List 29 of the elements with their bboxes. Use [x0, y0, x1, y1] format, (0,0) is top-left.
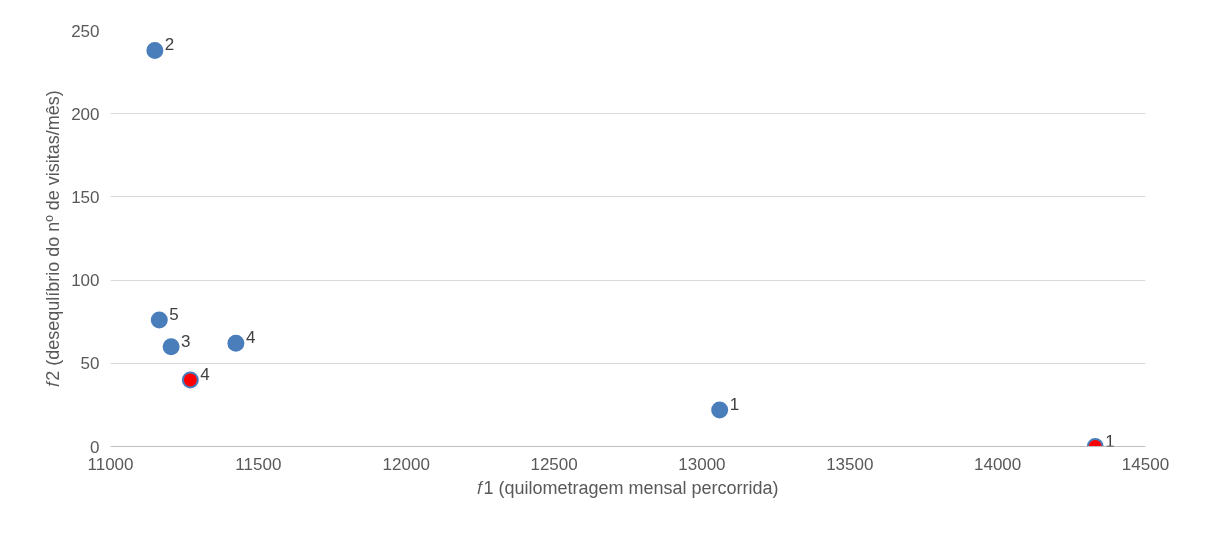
x-tick-label: 13000: [678, 454, 726, 474]
annotation: 3: [181, 331, 191, 351]
y-tick-label: 100: [71, 271, 100, 291]
y-tick-label: 0: [90, 437, 100, 457]
point: [146, 41, 164, 59]
y-tick-label: 150: [71, 187, 100, 207]
point: [181, 371, 199, 389]
x-tick-label: 14500: [1121, 454, 1170, 474]
x-tick-label: 11000: [87, 454, 134, 474]
x-tick-label: 14000: [974, 454, 1022, 474]
point: [711, 401, 729, 419]
y-tick-label: 250: [71, 21, 100, 41]
annotation: 2: [164, 35, 175, 55]
point: [162, 338, 180, 356]
x-tick-label: 13500: [826, 454, 874, 474]
annotation: 4: [245, 328, 256, 348]
x-tick-label: 11500: [235, 454, 282, 474]
annotation: 5: [169, 305, 179, 325]
x-axis-title: 𝑓1 (quilometragem mensal percorrida): [477, 477, 779, 498]
y-tick-label: 50: [80, 354, 100, 374]
annotation: 1: [1105, 431, 1115, 451]
point: [150, 311, 168, 329]
y-axis-title: 𝑓2 (desequlíbrio do nº de visitas/mês): [43, 90, 64, 387]
annotation: 1: [729, 394, 740, 414]
y-tick-label: 200: [71, 104, 100, 124]
x-tick-label: 12500: [530, 454, 578, 474]
x-tick-label: 12000: [382, 454, 430, 474]
point: [227, 334, 245, 352]
annotation: 4: [200, 364, 210, 384]
